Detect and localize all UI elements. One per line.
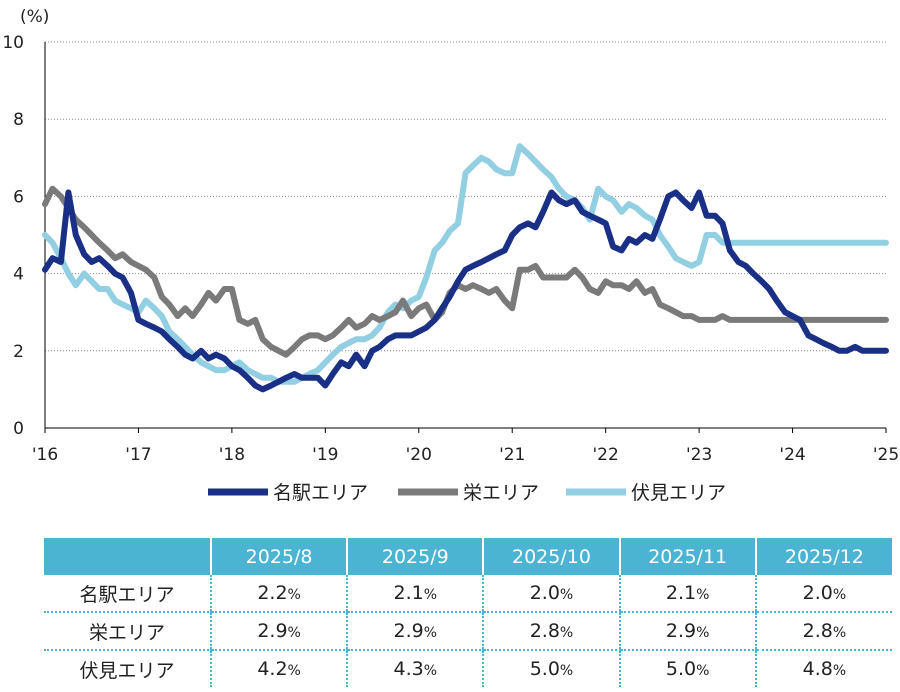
cell-value: 5.0 (665, 658, 697, 680)
cell-value: 2.2 (257, 582, 288, 604)
x-tick-labels: '16 '17 '18 '19 '20 '21 '22 '23 '24 '25 (32, 428, 899, 465)
cell-value: 4.2 (257, 658, 288, 680)
x-tick-label: '20 (406, 445, 432, 465)
table-header-row: 2025/8 2025/9 2025/10 2025/11 2025/12 (44, 538, 892, 575)
cell-unit: % (832, 625, 847, 641)
header-cell: 2025/8 (209, 538, 348, 575)
x-tick-label: '19 (312, 445, 338, 465)
table-cell: 4.3% (346, 650, 484, 687)
table-cell: 2.1% (618, 575, 756, 613)
row-label: 伏見エリア (79, 659, 175, 682)
table-row: 栄エリア 2.9% 2.9% 2.8% 2.9% 2.8% (44, 612, 892, 651)
table-cell: 5.0% (618, 650, 756, 687)
cell-unit: % (559, 587, 574, 603)
series-lines (42, 143, 889, 393)
header-cell: 2025/11 (618, 538, 756, 575)
cell-unit: % (832, 663, 847, 679)
table-cell: 2.8% (754, 612, 892, 651)
cell-value: 2.8 (802, 620, 833, 642)
cell-unit: % (832, 587, 847, 603)
cell-unit: % (696, 625, 710, 641)
series-line-1 (42, 185, 889, 358)
table-row: 伏見エリア 4.2% 4.3% 5.0% 5.0% 4.8% (44, 650, 892, 687)
header-cell: 2025/9 (346, 538, 484, 575)
y-tick-label: 0 (13, 419, 24, 439)
x-tick-label: '24 (779, 445, 805, 465)
cell-unit: % (696, 587, 710, 603)
vacancy-table: 2025/8 2025/9 2025/10 2025/11 2025/12 名駅… (44, 538, 892, 687)
series-line-2 (42, 143, 889, 385)
table-cell: 2.9% (618, 612, 756, 651)
table-cell: 4.2% (209, 650, 348, 687)
x-tick-label: '22 (593, 445, 619, 465)
table-corner (44, 538, 211, 575)
y-tick-label: 10 (2, 33, 24, 53)
x-tick-label: '18 (219, 445, 245, 465)
cell-unit: % (559, 625, 574, 641)
cell-value: 4.3 (393, 658, 424, 680)
cell-unit: % (287, 587, 301, 603)
table-row: 名駅エリア 2.2% 2.1% 2.0% 2.1% 2.0% (44, 575, 892, 613)
cell-unit: % (287, 625, 301, 641)
x-tick-label: '16 (32, 445, 58, 465)
cell-value: 2.1 (393, 582, 424, 604)
header-cell: 2025/10 (482, 538, 620, 575)
series-line-0 (42, 189, 889, 393)
cell-value: 2.0 (529, 582, 560, 604)
x-tick-label: '23 (686, 445, 712, 465)
table-cell: 2.9% (209, 612, 348, 651)
cell-unit: % (696, 663, 710, 679)
y-tick-labels: 0 2 4 6 8 10 (2, 33, 24, 439)
cell-unit: % (559, 663, 574, 679)
cell-unit: % (423, 625, 438, 641)
y-tick-label: 8 (13, 110, 24, 130)
row-label: 栄エリア (44, 612, 211, 651)
cell-unit: % (423, 663, 438, 679)
cell-value: 2.9 (665, 620, 697, 642)
cell-value: 2.1 (665, 582, 697, 604)
cell-value: 5.0 (529, 658, 560, 680)
cell-value: 2.0 (802, 582, 833, 604)
legend-label-fushimi: 伏見エリア (631, 482, 726, 504)
table-cell: 4.8% (754, 650, 892, 687)
header-cell: 2025/12 (754, 538, 892, 575)
table-cell: 2.9% (346, 612, 484, 651)
y-tick-label: 2 (13, 342, 24, 362)
table-cell: 2.2% (209, 575, 348, 613)
table-cell: 2.8% (482, 612, 620, 651)
cell-unit: % (423, 587, 438, 603)
legend-label-sakae: 栄エリア (463, 482, 539, 504)
x-tick-label: '17 (125, 445, 151, 465)
y-tick-label: 4 (13, 265, 24, 285)
cell-value: 2.8 (529, 620, 560, 642)
y-unit-label: (%) (20, 7, 49, 27)
row-label: 名駅エリア (44, 575, 211, 613)
cell-value: 2.9 (257, 620, 288, 642)
table-cell: 2.1% (346, 575, 484, 613)
table-cell: 5.0% (482, 650, 620, 687)
legend: 名駅エリア 栄エリア 伏見エリア (208, 482, 726, 504)
cell-value: 4.8 (802, 658, 833, 680)
cell-value: 2.9 (393, 620, 424, 642)
table-cell: 2.0% (754, 575, 892, 613)
x-tick-label: '25 (873, 445, 899, 465)
x-tick-label: '21 (499, 445, 525, 465)
legend-label-meieki: 名駅エリア (273, 482, 368, 504)
y-tick-label: 6 (13, 187, 24, 207)
cell-unit: % (287, 663, 301, 679)
table-cell: 2.0% (482, 575, 620, 613)
grid-lines (44, 41, 886, 429)
